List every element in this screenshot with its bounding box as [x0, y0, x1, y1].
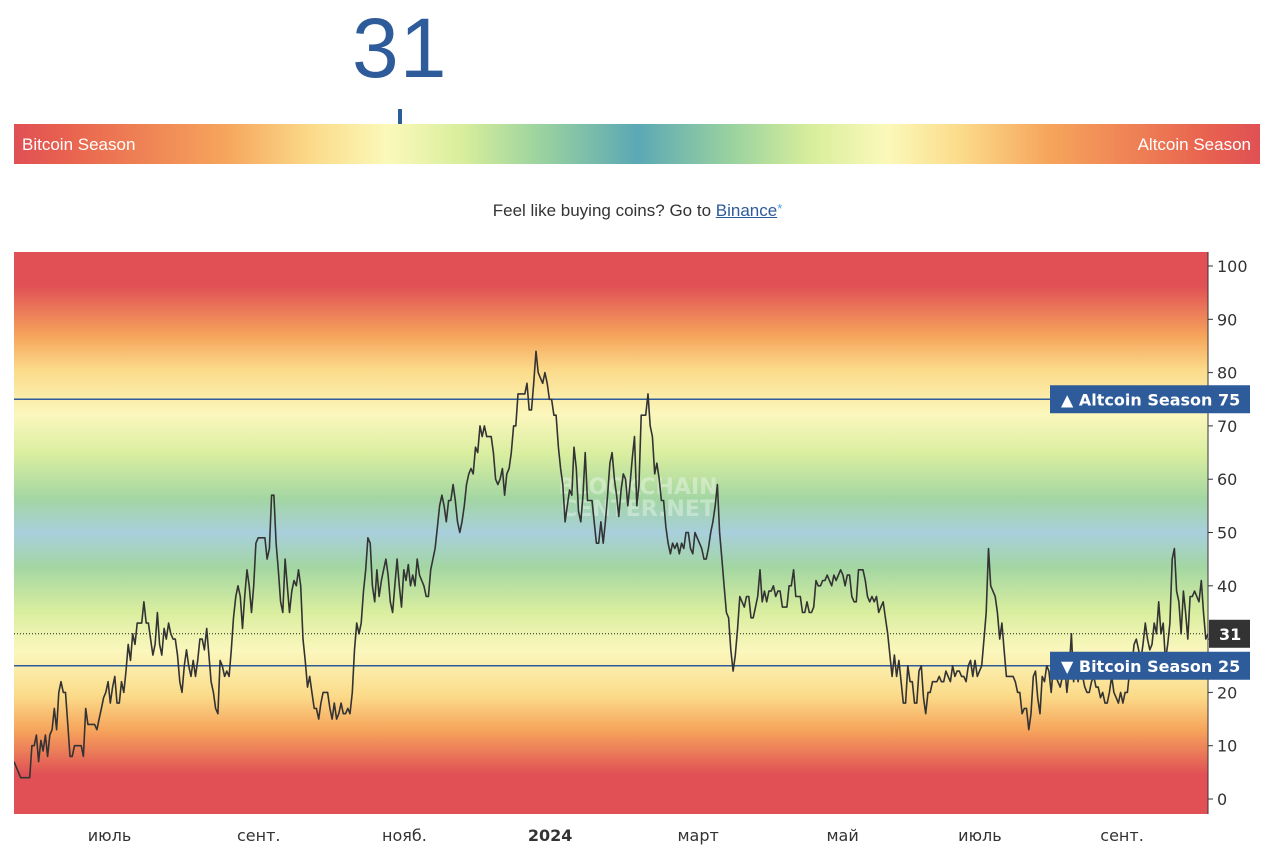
y-tick-label: 10 — [1217, 737, 1237, 756]
x-tick-label: сент. — [237, 826, 281, 845]
bitcoin-season-label: Bitcoin Season — [22, 135, 136, 154]
y-tick-label: 80 — [1217, 364, 1237, 383]
y-tick-label: 90 — [1217, 310, 1237, 329]
promo-prefix: Feel like buying coins? Go to — [492, 201, 716, 220]
current-value-box — [1209, 619, 1250, 648]
current-value-label: 31 — [1219, 625, 1241, 644]
chart-background — [14, 252, 1208, 814]
promo-asterisk: * — [777, 201, 783, 216]
x-tick-label: июль — [88, 826, 132, 845]
promo-text: Feel like buying coins? Go to Binance* — [0, 201, 1275, 221]
y-tick-label: 70 — [1217, 417, 1237, 436]
reference-label-box — [1050, 385, 1250, 414]
x-tick-label: июль — [958, 826, 1002, 845]
x-tick-label: март — [677, 826, 718, 845]
reference-label-box — [1050, 651, 1250, 680]
y-tick-label: 60 — [1217, 470, 1237, 489]
y-tick-label: 50 — [1217, 524, 1237, 543]
reference-label: ▼ Bitcoin Season — [1061, 657, 1212, 676]
chart-svg: BLOCKCHAIN CENTER.NET 010203040506070809… — [13, 252, 1250, 845]
reference-value: 75 — [1218, 390, 1240, 409]
altcoin-season-label: Altcoin Season — [1137, 135, 1251, 154]
x-tick-label: 2024 — [528, 826, 573, 845]
season-gradient-bar: Bitcoin Season Altcoin Season — [14, 124, 1260, 164]
y-tick-label: 20 — [1217, 683, 1237, 702]
x-tick-label: май — [826, 826, 858, 845]
altcoin-index-value: 31 — [352, 1, 448, 95]
x-tick-label: нояб. — [382, 826, 427, 845]
x-tick-label: сент. — [1100, 826, 1144, 845]
binance-link[interactable]: Binance — [715, 201, 778, 220]
altcoin-index-chart: BLOCKCHAIN CENTER.NET 010203040506070809… — [13, 252, 1266, 852]
y-tick-label: 0 — [1217, 790, 1227, 809]
y-tick-label: 100 — [1217, 257, 1248, 276]
reference-value: 25 — [1218, 657, 1240, 676]
series-line — [13, 350, 1209, 779]
y-tick-label: 40 — [1217, 577, 1237, 596]
reference-label: ▲ Altcoin Season — [1061, 390, 1212, 409]
